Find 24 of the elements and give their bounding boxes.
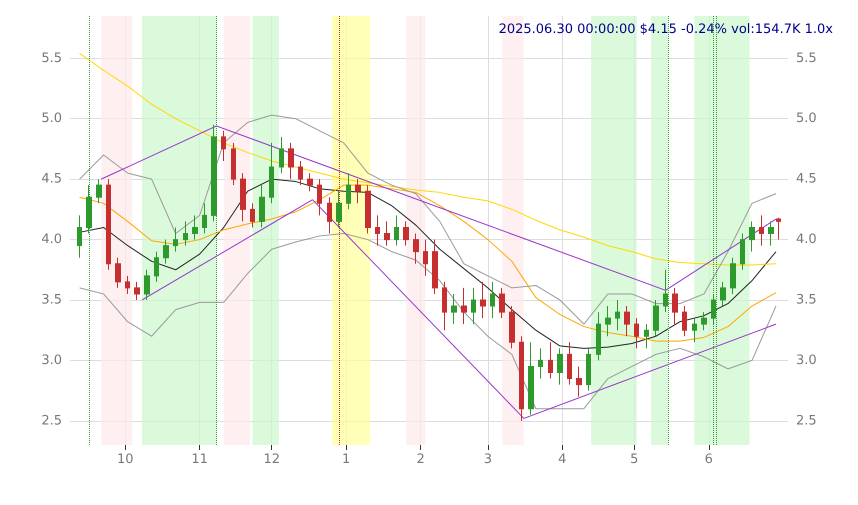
text: 2025.06.30 00:00:00 $4.15 -0.24% vol:154.7K 1.0x xyxy=(498,22,834,37)
y-tick-label: 3.5 xyxy=(41,292,62,308)
y2-tick-label: 5.5 xyxy=(796,50,817,66)
y-tick-label: 5.0 xyxy=(41,111,62,126)
y2-tick-label: 2.5 xyxy=(796,413,817,428)
y2-tick-label: 3.0 xyxy=(796,352,817,368)
x-tick-label: 1 xyxy=(342,452,350,467)
y-tick-label: 4.5 xyxy=(41,172,62,187)
y2-tick-label: 5.0 xyxy=(796,111,817,126)
x-tick-label: 11 xyxy=(191,452,208,467)
y2-tick-label: 4.5 xyxy=(796,172,817,187)
x-tick-label: 6 xyxy=(704,452,713,467)
y2-tick-label: 4.0 xyxy=(796,232,817,248)
x-tick-label: 5 xyxy=(630,452,638,467)
y2-tick-label: 3.5 xyxy=(796,292,817,308)
x-tick-label: 2 xyxy=(416,452,425,467)
x-tick-label: 10 xyxy=(116,452,134,467)
y-tick-label: 2.5 xyxy=(41,413,62,428)
x-tick-label: 4 xyxy=(558,452,566,467)
y-tick-label: 5.5 xyxy=(41,50,62,66)
x-tick-label: 12 xyxy=(263,452,280,467)
y-tick-label: 3.0 xyxy=(41,352,62,368)
y-tick-label: 4.0 xyxy=(41,232,62,248)
x-tick-label: 3 xyxy=(484,452,492,467)
